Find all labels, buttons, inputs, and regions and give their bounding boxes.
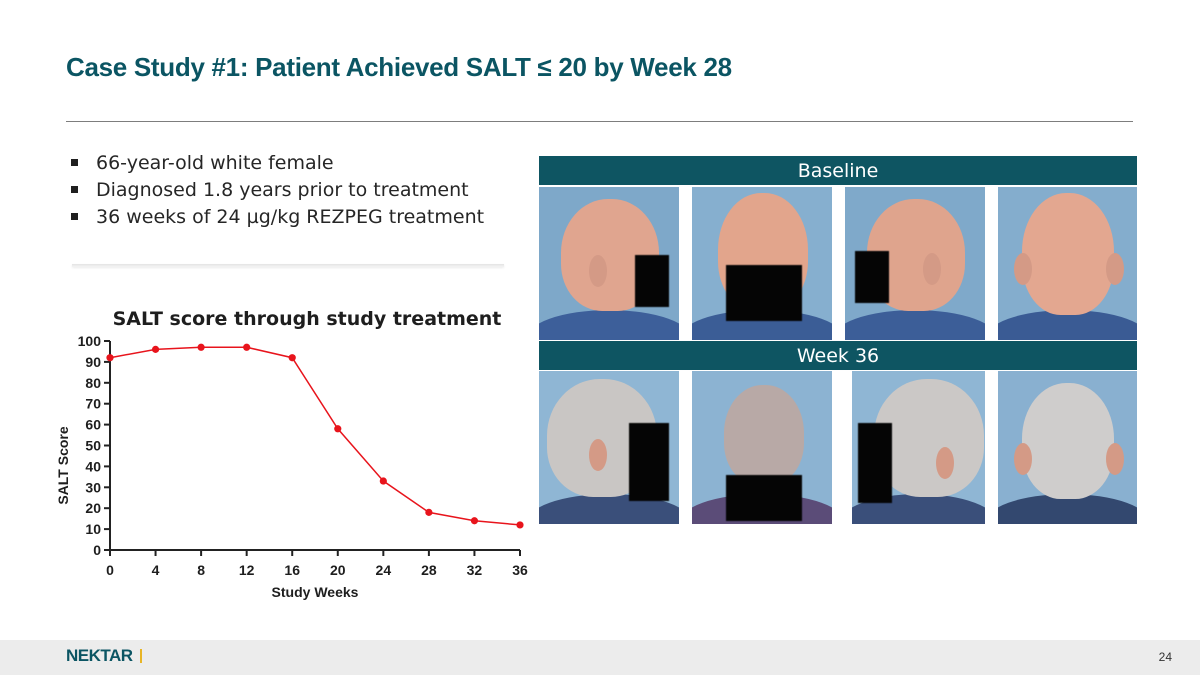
week36-photo-front xyxy=(692,371,832,524)
series-line xyxy=(109,346,521,526)
footer-bar xyxy=(0,640,1200,675)
y-tick-label: 100 xyxy=(78,333,102,349)
data-point xyxy=(243,343,251,351)
baseline-banner: Baseline xyxy=(539,156,1137,185)
week36-photo-left-profile xyxy=(539,371,679,524)
y-tick-label: 80 xyxy=(85,375,101,391)
salt-series xyxy=(106,343,524,529)
y-tick-label: 10 xyxy=(85,521,101,537)
x-axis: 0 4 8 12 16 20 24 28 32 36 xyxy=(106,549,528,578)
x-tick-label: 36 xyxy=(512,562,528,578)
x-tick-label: 20 xyxy=(330,562,346,578)
baseline-photo-front xyxy=(692,187,832,340)
baseline-photo-back xyxy=(998,187,1137,340)
bullet-item: Diagnosed 1.8 years prior to treatment xyxy=(70,177,484,204)
x-tick-label: 8 xyxy=(197,562,205,578)
slide-title: Case Study #1: Patient Achieved SALT ≤ 2… xyxy=(66,52,732,82)
salt-score-chart: 0 10 20 30 40 50 60 70 80 90 100 0 4 8 12 16 20 24 28 32 36… xyxy=(55,333,528,600)
square-bullet-icon xyxy=(71,159,78,166)
x-tick-label: 0 xyxy=(106,562,114,578)
week36-banner: Week 36 xyxy=(539,341,1137,370)
week36-photo-right-profile xyxy=(852,371,985,524)
y-tick-label: 70 xyxy=(85,396,101,412)
y-tick-label: 60 xyxy=(85,417,101,433)
bullet-text: 66-year-old white female xyxy=(96,152,334,174)
bullet-item: 36 weeks of 24 µg/kg REZPEG treatment xyxy=(70,204,484,231)
baseline-photo-left-profile xyxy=(539,187,679,340)
y-tick-label: 50 xyxy=(85,438,101,454)
x-tick-label: 16 xyxy=(284,562,300,578)
data-point xyxy=(470,517,479,525)
logo-accent-bar xyxy=(140,649,142,663)
data-point xyxy=(288,354,296,362)
bullet-item: 66-year-old white female xyxy=(70,150,484,177)
x-tick-label: 4 xyxy=(152,562,160,578)
y-tick-label: 90 xyxy=(85,354,101,370)
data-point xyxy=(334,425,342,433)
chart-title: SALT score through study treatment xyxy=(112,308,502,330)
patient-bullet-list: 66-year-old white female Diagnosed 1.8 y… xyxy=(70,150,484,231)
data-point xyxy=(379,477,387,485)
bullet-text: Diagnosed 1.8 years prior to treatment xyxy=(96,179,469,201)
square-bullet-icon xyxy=(71,186,78,193)
title-divider xyxy=(66,121,1133,122)
data-point xyxy=(151,345,160,353)
x-tick-label: 28 xyxy=(421,562,437,578)
data-point xyxy=(425,508,433,516)
x-axis-label: Study Weeks xyxy=(272,584,359,600)
y-axis-label: SALT Score xyxy=(55,426,71,505)
baseline-photo-right-profile xyxy=(845,187,985,340)
y-tick-label: 0 xyxy=(93,542,101,558)
data-point xyxy=(106,354,114,362)
x-tick-label: 32 xyxy=(467,562,483,578)
square-bullet-icon xyxy=(71,213,78,220)
data-point xyxy=(197,343,205,351)
section-divider xyxy=(72,264,504,267)
y-tick-label: 40 xyxy=(85,458,101,474)
bullet-text: 36 weeks of 24 µg/kg REZPEG treatment xyxy=(96,206,485,228)
data-point xyxy=(516,521,524,529)
page-number: 24 xyxy=(1158,650,1172,664)
y-axis: 0 10 20 30 40 50 60 70 80 90 100 xyxy=(78,333,111,558)
week36-photo-back xyxy=(998,371,1137,524)
x-tick-label: 24 xyxy=(376,562,392,578)
nektar-logo: NEKTAR xyxy=(66,646,133,665)
y-tick-label: 20 xyxy=(85,500,101,516)
y-tick-label: 30 xyxy=(85,479,101,495)
x-tick-label: 12 xyxy=(239,562,255,578)
